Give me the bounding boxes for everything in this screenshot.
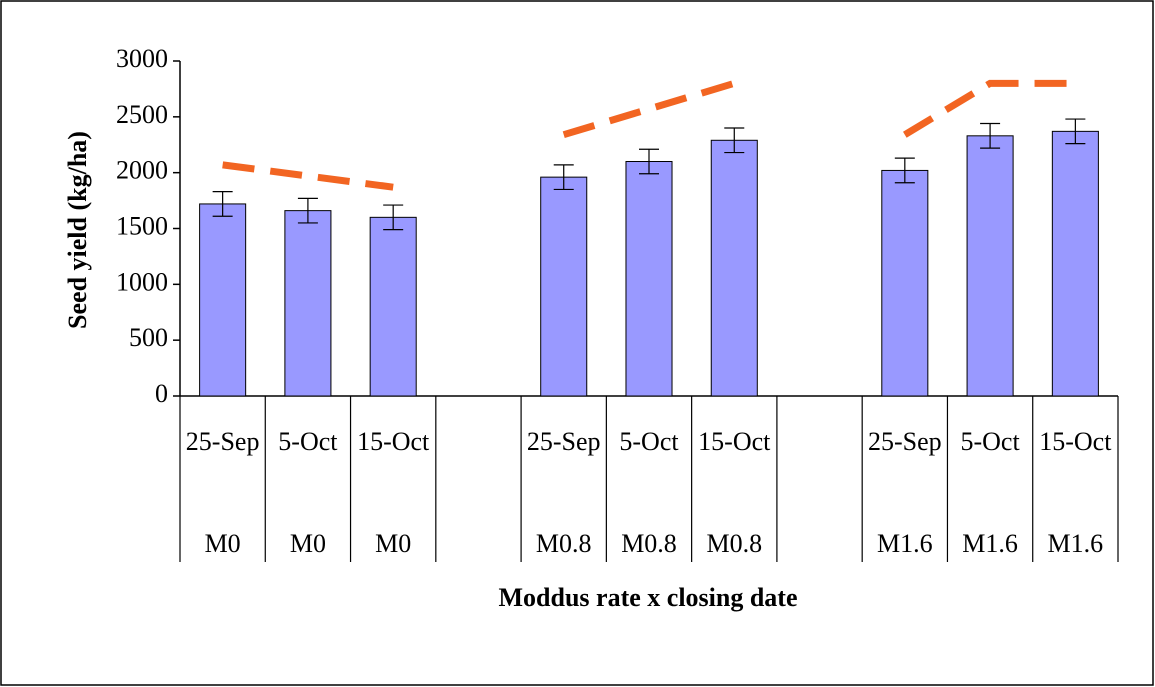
error-bar [383,204,404,231]
x-tick-label: 15-Oct [357,427,430,456]
error-bar [724,127,745,154]
x-group-label: M0 [289,529,326,558]
error-bar [980,122,1001,149]
error-bar [1065,118,1086,145]
x-group-label: M0.8 [535,529,592,558]
x-tick-label: 25-Sep [185,427,260,456]
y-tick-label: 3000 [116,44,168,73]
x-tick-label: 25-Sep [526,427,601,456]
line [222,79,1076,191]
error-bar [894,157,915,184]
bar [369,216,417,397]
x-tick-label: 5-Oct [278,427,338,456]
x-tick-label: 5-Oct [960,427,1020,456]
error-bar [639,148,659,175]
x-tick-label: 5-Oct [619,427,679,456]
bar [540,176,588,397]
x-group-label: M0.8 [706,529,763,558]
bar [625,161,673,397]
y-tick-label: 500 [129,323,168,352]
x-group-label: M1.6 [962,529,1018,558]
y-axis-title: Seed yield (kg/ha) [63,131,92,329]
x-tick-label: 15-Oct [698,427,771,456]
bar [881,169,929,397]
bar [966,135,1014,397]
error-bar [553,164,574,191]
x-group-label: M0.8 [621,529,677,558]
x-axis-title: Moddus rate x closing date [499,583,798,612]
x-group-label: M1.6 [877,529,933,558]
x-tick-label: 15-Oct [1039,427,1112,456]
error-bar [212,191,233,217]
x-group-label: M1.6 [1047,529,1104,558]
bar [199,203,247,397]
bar [1051,130,1099,397]
y-tick-label: 2500 [116,100,168,129]
bar [710,139,758,397]
y-tick-label: 0 [155,379,168,408]
y-tick-label: 2000 [116,156,168,185]
x-group-label: M0 [204,529,241,558]
x-tick-label: 25-Sep [867,427,942,456]
y-tick-label: 1000 [116,267,168,296]
x-group-label: M0 [375,529,412,558]
y-tick-label: 1500 [116,211,168,240]
bar [284,210,332,397]
error-bar [297,197,318,224]
